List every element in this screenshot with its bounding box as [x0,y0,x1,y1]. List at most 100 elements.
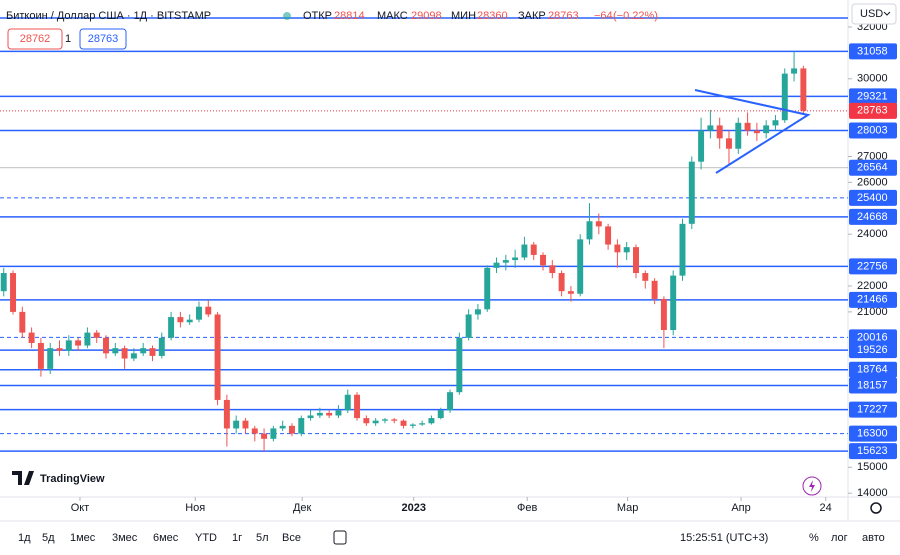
candle-body [140,348,147,354]
candle-body [540,254,546,266]
candle-body [223,399,230,429]
level-label-bg [849,88,897,105]
dropdown-arrow [883,11,891,16]
candle-body [149,348,156,356]
candle-body [688,161,695,224]
close-value: 28763 [548,10,579,22]
candle-body [577,239,584,294]
candle-body [772,120,779,126]
open-label: ОТКР [303,10,332,22]
range-button[interactable]: 1д [18,532,31,544]
candle-body [726,138,732,149]
candle-body [800,68,807,111]
level-label: 22756 [857,260,888,272]
candle-body [363,418,370,424]
candle-body [242,420,249,429]
y-tick-label: 21000 [857,306,888,318]
candle-body [679,223,686,276]
candle-body [651,280,658,299]
candle-body [251,428,258,434]
candle-body [103,337,109,354]
level-label-bg [849,342,897,359]
candle-body [10,273,16,312]
status-dot [283,12,291,20]
level-label-bg [849,258,897,275]
candle-body [753,130,760,134]
spread: 1 [65,33,71,45]
header: Биткоин / Доллар США · 1Д · BITSTAMP ОТК… [6,3,897,50]
log-toggle[interactable]: лог [831,532,848,544]
candle-body [558,273,565,292]
level-label-bg [849,401,897,418]
range-button[interactable]: 1мес [70,532,96,544]
candle-body [47,348,54,369]
candle-body [698,130,705,162]
candle-body [521,244,528,258]
candle-body [744,122,751,131]
last-price-bg [849,102,897,119]
lightning-button[interactable] [802,476,822,496]
ask: 28763 [88,33,119,45]
candle-body [381,419,388,421]
level-label-bg [849,329,897,346]
close-label: ЗАКР [518,10,546,22]
x-tick-label: Фев [517,502,537,514]
candle-body [391,419,398,421]
level-label: 17227 [857,404,888,416]
candle-body [177,317,184,323]
range-button[interactable]: YTD [195,532,217,544]
x-tick-label: Окт [71,502,90,514]
logo-text: TradingView [40,473,105,485]
candle-body [791,68,798,74]
y-tick-label: 14000 [857,487,888,499]
range-button[interactable]: 1г [232,532,242,544]
candle-body [502,260,509,263]
currency-select[interactable] [851,3,897,25]
settings-button[interactable] [870,502,882,514]
candle-body [586,221,593,240]
range-button[interactable]: Все [282,532,301,544]
y-tick-label: 24000 [857,228,888,240]
candle-body [0,273,7,292]
level-label: 21466 [857,294,888,306]
x-tick-label: Мар [617,502,639,514]
candle-body [196,306,202,320]
candle-body [335,410,342,416]
range-button[interactable]: 5л [256,532,269,544]
level-label-bg [849,291,897,308]
lightning-icon [809,480,815,492]
candle-body [37,342,44,369]
bid-box[interactable] [7,28,63,50]
auto-toggle[interactable]: авто [862,532,885,544]
candle-body [56,348,63,351]
range-button[interactable]: 3мес [112,532,138,544]
level-label-bg [849,425,897,442]
high-label: МАКС [377,10,408,22]
price-axis: 3200030000270002600024000220002100015000… [848,21,897,499]
x-tick-label: Дек [293,502,312,514]
symbol: Биткоин / Доллар США · 1Д · BITSTAMP [6,10,211,22]
candle-body [716,125,723,139]
candle-body [112,348,119,354]
candle-body [428,418,435,424]
candle-body [484,267,491,310]
candle-body [130,353,137,359]
percent-toggle[interactable]: % [809,532,819,544]
candle-body [326,412,333,416]
candle-body [316,412,323,416]
candle-body [214,314,221,400]
candle-body [233,420,240,429]
ask-box[interactable] [79,28,127,50]
currency: USD [860,8,883,20]
candle-body [707,125,714,131]
candle-body [121,348,128,359]
candle-body [93,332,100,338]
logo: TradingView [12,471,822,496]
level-label: 28003 [857,124,888,136]
range-button[interactable]: 6мес [153,532,179,544]
level-label: 16300 [857,428,888,440]
y-tick-label: 27000 [857,150,888,162]
range-button[interactable]: 5д [42,532,55,544]
date-range-button[interactable] [333,530,347,545]
